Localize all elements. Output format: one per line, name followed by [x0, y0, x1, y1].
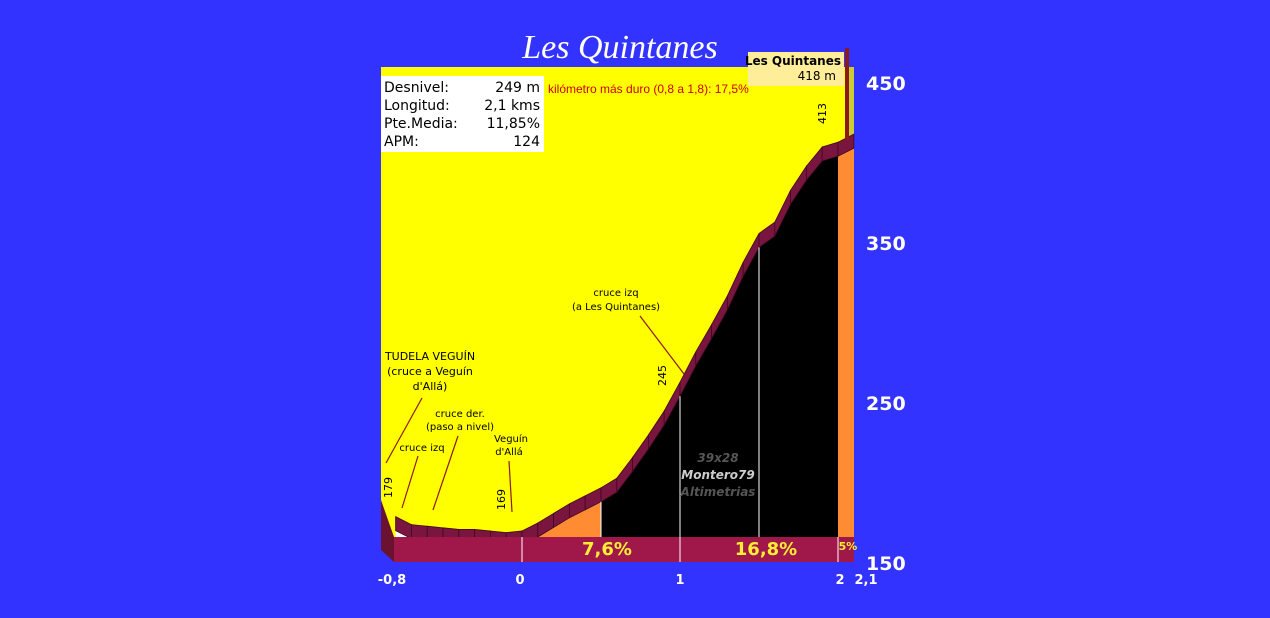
leader-cruce-izq [401, 455, 419, 509]
annotation-cruce-quintanes-1: cruce izq [593, 288, 638, 299]
annotation-cruce-der-1: cruce der. [435, 409, 485, 420]
segment-summit-column [838, 156, 854, 537]
y-tick-450: 450 [866, 73, 906, 95]
watermark-line-2: Montero79 [681, 468, 754, 482]
stat-label-desnivel: Desnivel: [384, 80, 449, 96]
gradient-label-km2: 16,8% [735, 539, 797, 560]
x-tick-1: 1 [675, 573, 684, 588]
annotation-cruce-quintanes-2: (a Les Quintanes) [572, 302, 660, 313]
km-dividers [600, 247, 760, 537]
stat-value-pendiente: 11,85% [487, 116, 540, 132]
chart-title: Les Quintanes [521, 29, 718, 66]
hardest-km-note: kilómetro más duro (0,8 a 1,8): 17,5% [548, 82, 749, 96]
x-tick-start: -0,8 [378, 573, 406, 588]
y-tick-350: 350 [866, 233, 906, 255]
watermark-line-1: 39x28 [697, 451, 738, 465]
gradient-label-km1: 7,6% [582, 539, 632, 560]
summit-elevation: 418 m [798, 69, 836, 83]
summit-name: Les Quintanes [745, 54, 841, 68]
annotation-tudela-2: (cruce a Veguín [387, 365, 473, 378]
leader-cruce-der [432, 435, 459, 511]
annotation-tudela-1: TUDELA VEGUÍN [384, 350, 475, 363]
y-tick-150: 150 [866, 553, 906, 575]
leader-cruce-quintanes [639, 315, 685, 375]
stat-label-apm: APM: [384, 134, 419, 150]
leader-tudela [385, 397, 423, 464]
leader-veguin [508, 460, 513, 513]
x-tick-end: 2,1 [854, 573, 877, 588]
elevation-mark-179: 179 [382, 477, 395, 498]
segment-km1-start [522, 501, 601, 545]
watermark-line-3: Altimetrias [680, 485, 756, 499]
base-front [381, 500, 394, 562]
elevation-mark-245: 245 [656, 365, 669, 386]
summit-box [748, 52, 844, 86]
annotation-tudela-3: d'Allá) [413, 380, 448, 393]
stat-label-pendiente: Pte.Media: [384, 116, 458, 132]
stat-value-apm: 124 [513, 134, 540, 150]
y-tick-250: 250 [866, 393, 906, 415]
stat-value-longitud: 2,1 kms [484, 98, 540, 114]
annotation-cruce-der-2: (paso a nivel) [426, 422, 494, 433]
elevation-mark-413: 413 [816, 103, 829, 124]
elevation-mark-169: 169 [495, 489, 508, 510]
stats-box [381, 76, 544, 152]
stat-value-desnivel: 249 m [495, 80, 540, 96]
stat-label-longitud: Longitud: [384, 98, 450, 114]
x-tick-0: 0 [515, 573, 524, 588]
annotation-cruce-izq: cruce izq [399, 443, 444, 454]
summit-post [845, 48, 849, 140]
x-tick-2: 2 [835, 573, 844, 588]
gradient-label-km3: 5% [839, 540, 858, 553]
base-band [394, 537, 854, 562]
annotation-veguin-1: Veguín [494, 433, 528, 445]
annotation-veguin-2: d'Allá [495, 446, 523, 458]
